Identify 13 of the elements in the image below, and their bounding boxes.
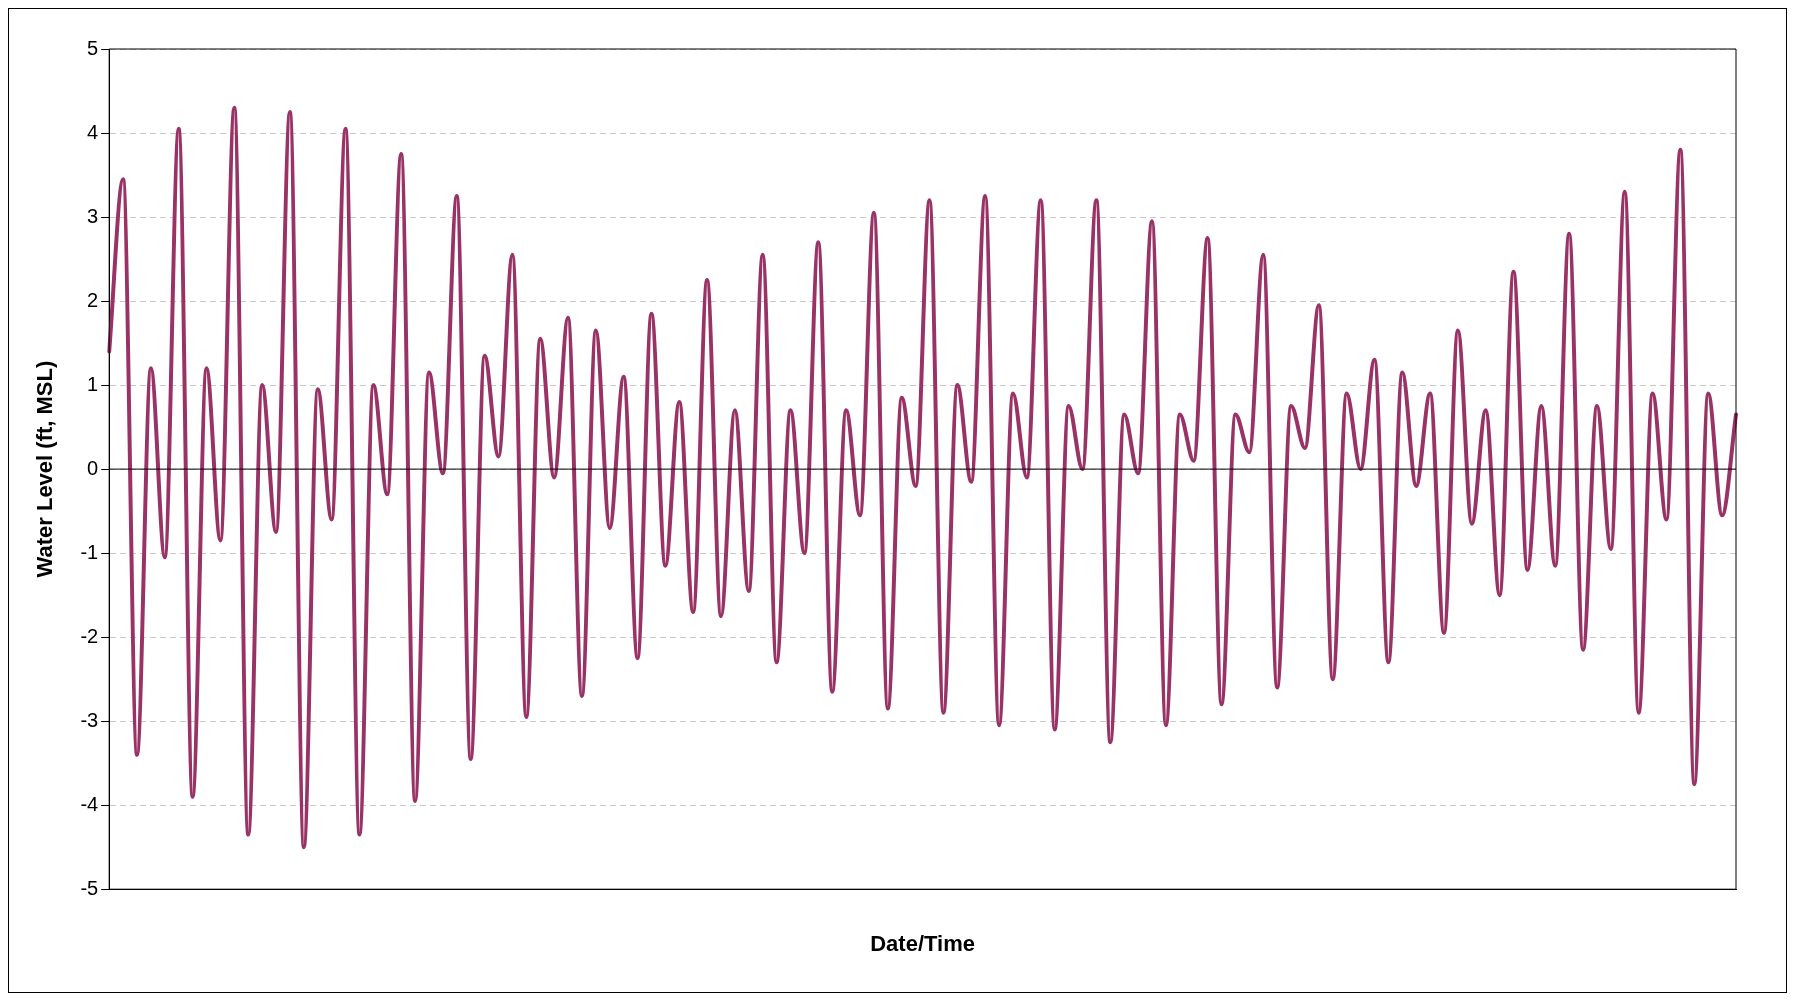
y-tick-label: -4 bbox=[80, 792, 99, 815]
y-tick-label: 3 bbox=[87, 204, 99, 227]
y-tick-label: -5 bbox=[80, 876, 99, 899]
y-tick-label: -1 bbox=[80, 540, 99, 563]
y-tick-label: 4 bbox=[87, 120, 99, 143]
x-axis-title: Date/Time bbox=[870, 930, 975, 956]
y-tick-label: 2 bbox=[87, 288, 99, 311]
y-tick-label: -3 bbox=[80, 708, 99, 731]
y-tick-label: 5 bbox=[87, 36, 99, 59]
y-axis-title: Water Level (ft, MSL) bbox=[32, 360, 58, 578]
y-tick-label: -2 bbox=[80, 624, 99, 647]
y-tick-label: 1 bbox=[87, 372, 99, 395]
y-tick-label: 0 bbox=[87, 456, 99, 479]
